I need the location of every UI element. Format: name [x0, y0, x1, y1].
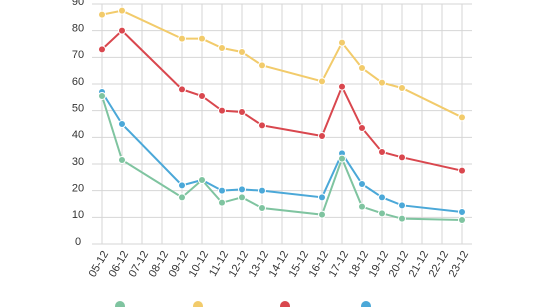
- legend-marker: [193, 301, 203, 307]
- data-point: [398, 214, 406, 223]
- data-point: [178, 85, 186, 94]
- data-point: [378, 78, 386, 87]
- data-point: [198, 92, 206, 100]
- data-point: [458, 166, 466, 175]
- y-tick-label: 10: [72, 209, 84, 221]
- data-point: [458, 216, 466, 224]
- data-point: [318, 210, 326, 219]
- data-point: [178, 193, 186, 202]
- data-point: [258, 186, 266, 195]
- data-point: [198, 34, 206, 43]
- legend-marker: [280, 301, 290, 307]
- y-tick-label: 60: [72, 76, 84, 88]
- data-point: [258, 121, 266, 130]
- data-point: [238, 48, 246, 56]
- data-point: [358, 180, 366, 188]
- data-point: [118, 26, 126, 35]
- data-point: [318, 132, 326, 140]
- data-point: [378, 193, 386, 202]
- data-point: [118, 6, 126, 15]
- y-tick-label: 30: [72, 156, 84, 168]
- data-point: [378, 148, 386, 156]
- y-tick-label: 70: [72, 49, 84, 61]
- y-tick-label: 0: [75, 236, 81, 248]
- data-point: [338, 82, 346, 91]
- data-point: [318, 77, 326, 86]
- data-point: [218, 186, 226, 195]
- data-point: [178, 34, 186, 43]
- data-point: [358, 124, 366, 132]
- data-point: [98, 92, 106, 100]
- y-tick-label: 80: [72, 23, 84, 35]
- data-point: [358, 202, 366, 211]
- data-point: [258, 61, 266, 70]
- data-point: [458, 113, 466, 122]
- x-tick-label: 23-12: [447, 249, 471, 279]
- data-point: [258, 204, 266, 212]
- data-point: [178, 181, 186, 190]
- data-point: [238, 108, 246, 116]
- data-point: [338, 38, 346, 47]
- data-point: [358, 64, 366, 72]
- data-point: [238, 185, 246, 194]
- data-point: [218, 44, 226, 52]
- y-tick-label: 50: [72, 103, 84, 115]
- x-tick-label: 10-12: [187, 249, 211, 279]
- legend-marker: [115, 301, 125, 307]
- data-point: [98, 10, 106, 19]
- data-point: [398, 201, 406, 210]
- data-point: [398, 84, 406, 92]
- data-point: [398, 153, 406, 162]
- data-point: [458, 208, 466, 216]
- legend-marker: [361, 301, 371, 307]
- data-point: [318, 193, 326, 202]
- y-tick-label: 20: [72, 183, 84, 195]
- data-point: [118, 120, 126, 128]
- data-point: [198, 176, 206, 184]
- data-point: [338, 154, 346, 163]
- data-point: [218, 106, 226, 115]
- data-point: [238, 193, 246, 202]
- y-tick-label: 40: [72, 129, 84, 141]
- data-point: [118, 156, 126, 164]
- data-point: [378, 209, 386, 218]
- data-point: [98, 45, 106, 54]
- data-point: [218, 198, 226, 207]
- y-tick-label: 90: [72, 0, 84, 8]
